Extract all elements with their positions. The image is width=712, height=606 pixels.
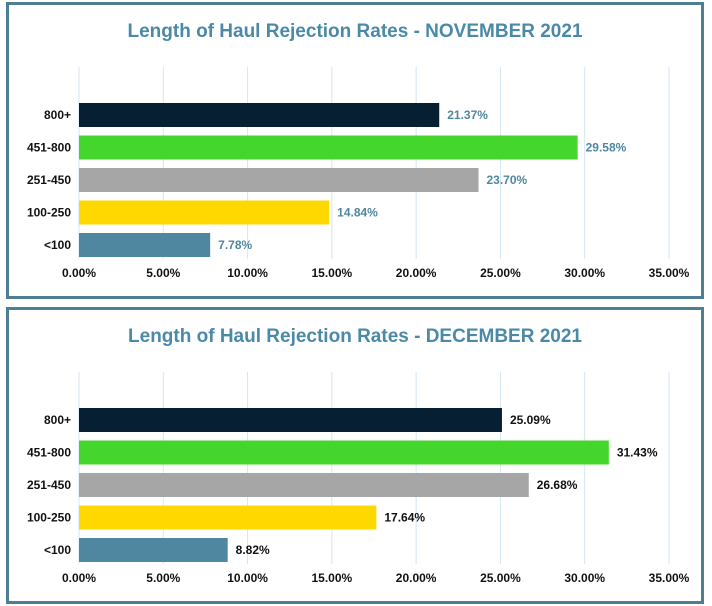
x-tick-label: 35.00%: [649, 571, 690, 585]
x-tick-label: 10.00%: [227, 266, 268, 280]
value-label: 7.78%: [218, 238, 252, 252]
chart-title: Length of Haul Rejection Rates - NOVEMBE…: [127, 21, 583, 42]
x-tick-label: 5.00%: [146, 571, 180, 585]
category-label: 451-800: [27, 446, 71, 460]
x-tick-label: 0.00%: [62, 266, 96, 280]
category-label: 100-250: [27, 511, 71, 525]
november-bar-chart: 0.00% 5.00% 10.00% 15.00% 20.00% 25.00% 30.00%…: [27, 67, 690, 280]
x-tick-label: 30.00%: [564, 571, 605, 585]
bar-251-450: [79, 168, 479, 192]
x-tick-label: 30.00%: [564, 266, 605, 280]
value-label: 25.09%: [510, 413, 551, 427]
bar-251-450: [79, 473, 529, 497]
category-label: <100: [44, 238, 71, 252]
category-label: 800+: [44, 108, 71, 122]
value-label: 31.43%: [617, 446, 658, 460]
value-label: 8.82%: [236, 543, 270, 557]
value-label: 26.68%: [537, 478, 578, 492]
bar-<100: [79, 538, 228, 562]
x-tick-label: 25.00%: [480, 266, 521, 280]
x-tick-label: 35.00%: [649, 266, 690, 280]
category-label: 451-800: [27, 141, 71, 155]
bar-100-250: [79, 200, 330, 225]
november-chart-panel: Length of Haul Rejection Rates - NOVEMBE…: [6, 2, 704, 299]
value-label: 14.84%: [337, 206, 378, 220]
value-label: 21.37%: [447, 108, 488, 122]
bar-<100: [79, 233, 211, 257]
value-label: 29.58%: [586, 141, 627, 155]
category-label: <100: [44, 543, 71, 557]
category-label: 251-450: [27, 478, 71, 492]
x-tick-label: 0.00%: [62, 571, 96, 585]
value-label: 23.70%: [487, 173, 528, 187]
category-label: 800+: [44, 413, 71, 427]
x-tick-label: 25.00%: [480, 571, 521, 585]
x-tick-label: 15.00%: [312, 571, 353, 585]
x-tick-label: 15.00%: [312, 266, 353, 280]
bar-800+: [79, 103, 440, 127]
x-tick-label: 20.00%: [396, 571, 437, 585]
category-label: 100-250: [27, 206, 71, 220]
x-tick-label: 5.00%: [146, 266, 180, 280]
value-label: 17.64%: [384, 511, 425, 525]
bar-451-800: [79, 440, 609, 465]
bar-451-800: [79, 135, 578, 160]
x-tick-label: 10.00%: [227, 571, 268, 585]
bar-100-250: [79, 505, 377, 530]
chart-title: Length of Haul Rejection Rates - DECEMBE…: [128, 326, 582, 347]
bar-800+: [79, 408, 502, 432]
december-chart-panel: Length of Haul Rejection Rates - DECEMBE…: [6, 307, 704, 604]
december-bar-chart: 0.00% 5.00% 10.00% 15.00% 20.00% 25.00% 30.00%…: [27, 372, 690, 585]
x-tick-label: 20.00%: [396, 266, 437, 280]
category-label: 251-450: [27, 173, 71, 187]
